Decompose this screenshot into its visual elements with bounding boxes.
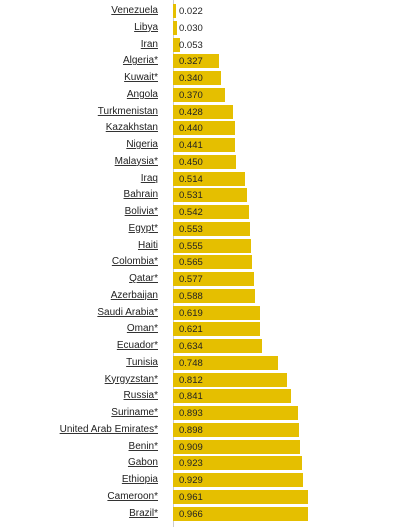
value-label-kazakhstan: 0.440 — [179, 123, 203, 135]
category-label-iraq[interactable]: Iraq — [140, 172, 158, 184]
bar-saudi-arabia — [173, 305, 260, 320]
bar-ethiopia — [173, 473, 304, 487]
category-label-united-arab-emirates[interactable]: United Arab Emirates* — [59, 423, 158, 435]
value-label-cameroon: 0.961 — [179, 491, 203, 503]
value-label-ethiopia: 0.929 — [179, 475, 203, 486]
bar-cameroon — [173, 489, 308, 504]
value-label-saudi-arabia: 0.619 — [179, 307, 203, 319]
bar-nigeria — [173, 138, 235, 152]
bar-algeria — [173, 54, 219, 69]
category-label-oman[interactable]: Oman* — [126, 323, 158, 335]
value-label-iraq: 0.514 — [179, 173, 203, 185]
value-label-bolivia: 0.542 — [179, 207, 203, 218]
category-label-russia[interactable]: Russia* — [123, 390, 158, 402]
category-label-cameroon[interactable]: Cameroon* — [107, 490, 158, 502]
bar-iran — [173, 37, 181, 52]
bar-ecuador — [173, 339, 262, 353]
bar-russia — [173, 389, 291, 404]
category-label-bahrain[interactable]: Bahrain — [123, 189, 158, 201]
bar-colombia — [173, 255, 253, 270]
bar-iraq — [173, 171, 245, 186]
bar-suriname — [173, 406, 299, 420]
bar-bahrain — [173, 188, 248, 203]
value-label-azerbaijan: 0.588 — [179, 290, 203, 302]
category-label-ecuador[interactable]: Ecuador* — [116, 340, 158, 351]
bar-egypt — [173, 221, 251, 236]
value-label-tunisia: 0.748 — [179, 357, 203, 369]
bar-qatar — [173, 272, 254, 286]
category-label-qatar[interactable]: Qatar* — [129, 273, 158, 284]
bar-kyrgyzstan — [173, 372, 287, 387]
category-label-iran[interactable]: Iran — [140, 38, 158, 50]
category-label-turkmenistan[interactable]: Turkmenistan — [97, 105, 158, 117]
category-label-algeria[interactable]: Algeria* — [122, 55, 158, 67]
category-label-venezuela[interactable]: Venezuela — [111, 5, 158, 16]
value-label-russia: 0.841 — [179, 391, 203, 403]
category-label-nigeria[interactable]: Nigeria — [126, 139, 158, 150]
category-label-angola[interactable]: Angola — [126, 88, 158, 100]
value-label-kyrgyzstan: 0.812 — [179, 374, 203, 386]
category-label-azerbaijan[interactable]: Azerbaijan — [110, 289, 158, 301]
value-label-angola: 0.370 — [179, 89, 203, 101]
value-label-haiti: 0.555 — [179, 240, 203, 252]
value-label-suriname: 0.893 — [179, 408, 203, 419]
value-label-egypt: 0.553 — [179, 223, 203, 235]
bar-azerbaijan — [173, 288, 256, 303]
value-label-malaysia: 0.450 — [179, 156, 203, 168]
bar-gabon — [173, 456, 303, 471]
category-label-suriname[interactable]: Suriname* — [111, 407, 158, 418]
category-label-libya[interactable]: Libya — [134, 21, 158, 33]
category-label-brazil[interactable]: Brazil* — [129, 507, 158, 519]
value-label-oman: 0.621 — [179, 324, 203, 336]
bar-tunisia — [173, 355, 278, 370]
category-label-benin[interactable]: Benin* — [128, 440, 158, 452]
value-label-bahrain: 0.531 — [179, 190, 203, 202]
bar-malaysia — [173, 154, 236, 169]
category-label-egypt[interactable]: Egypt* — [128, 222, 158, 234]
bar-haiti — [173, 238, 251, 253]
value-label-turkmenistan: 0.428 — [179, 106, 203, 118]
bar-brazil — [173, 506, 309, 521]
category-label-colombia[interactable]: Colombia* — [111, 256, 158, 268]
value-label-algeria: 0.327 — [179, 56, 203, 68]
bar-angola — [173, 87, 225, 102]
value-label-qatar: 0.577 — [179, 274, 203, 285]
value-label-united-arab-emirates: 0.898 — [179, 424, 203, 436]
category-label-bolivia[interactable]: Bolivia* — [124, 206, 158, 217]
category-label-kazakhstan[interactable]: Kazakhstan — [105, 122, 158, 134]
bar-libya — [173, 20, 178, 35]
category-label-kuwait[interactable]: Kuwait* — [124, 72, 158, 83]
bar-kuwait — [173, 71, 221, 85]
value-label-brazil: 0.966 — [179, 508, 203, 520]
value-label-gabon: 0.923 — [179, 458, 203, 470]
value-label-colombia: 0.565 — [179, 257, 203, 269]
bar-turkmenistan — [173, 104, 233, 119]
value-label-nigeria: 0.441 — [179, 140, 203, 151]
value-label-kuwait: 0.340 — [179, 73, 203, 84]
category-label-saudi-arabia[interactable]: Saudi Arabia* — [97, 306, 158, 318]
value-label-ecuador: 0.634 — [179, 341, 203, 352]
bar-united-arab-emirates — [173, 422, 299, 437]
value-label-libya: 0.030 — [179, 22, 203, 34]
category-label-tunisia[interactable]: Tunisia — [126, 356, 158, 368]
category-label-malaysia[interactable]: Malaysia* — [114, 155, 158, 167]
value-label-benin: 0.909 — [179, 441, 203, 453]
bar-bolivia — [173, 205, 249, 219]
value-label-venezuela: 0.022 — [179, 6, 203, 17]
category-label-gabon[interactable]: Gabon — [127, 457, 158, 469]
category-label-kyrgyzstan[interactable]: Kyrgyzstan* — [104, 373, 158, 385]
bar-benin — [173, 439, 301, 454]
bar-venezuela — [173, 4, 177, 18]
bar-oman — [173, 322, 260, 337]
value-label-iran: 0.053 — [179, 39, 203, 51]
category-label-ethiopia[interactable]: Ethiopia — [121, 474, 158, 485]
category-label-haiti[interactable]: Haiti — [137, 239, 158, 251]
bar-kazakhstan — [173, 121, 235, 136]
